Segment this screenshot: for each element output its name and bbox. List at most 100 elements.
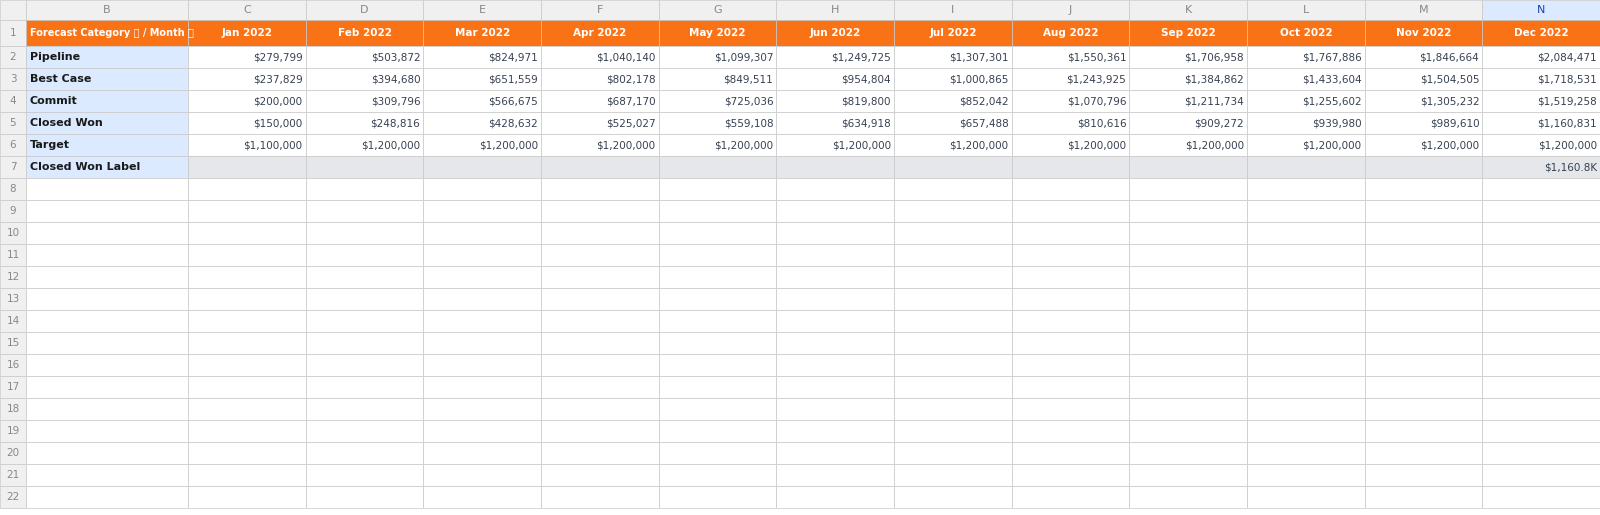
Text: Nov 2022: Nov 2022 bbox=[1395, 28, 1451, 38]
Bar bbox=[0, 354, 26, 376]
Bar bbox=[0, 200, 26, 222]
Text: Commit: Commit bbox=[30, 96, 78, 106]
Text: D: D bbox=[360, 5, 368, 15]
Bar bbox=[189, 222, 306, 244]
Bar bbox=[1011, 464, 1130, 486]
Bar bbox=[776, 486, 894, 508]
Bar bbox=[1130, 288, 1246, 310]
Bar bbox=[541, 310, 659, 332]
Text: Jul 2022: Jul 2022 bbox=[930, 28, 976, 38]
Bar bbox=[0, 376, 26, 398]
Bar bbox=[1011, 112, 1130, 134]
Text: F: F bbox=[597, 5, 603, 15]
Bar bbox=[1130, 46, 1246, 68]
Bar bbox=[776, 354, 894, 376]
Text: Closed Won: Closed Won bbox=[30, 118, 102, 128]
Bar bbox=[1246, 222, 1365, 244]
Text: $849,511: $849,511 bbox=[723, 74, 773, 84]
Bar bbox=[659, 68, 776, 90]
Text: $1,211,734: $1,211,734 bbox=[1184, 96, 1245, 106]
Bar bbox=[659, 178, 776, 200]
Text: $1,200,000: $1,200,000 bbox=[832, 140, 891, 150]
Text: $1,255,602: $1,255,602 bbox=[1302, 96, 1362, 106]
Text: 17: 17 bbox=[6, 382, 19, 392]
Text: 22: 22 bbox=[6, 492, 19, 502]
Bar bbox=[1365, 354, 1482, 376]
Bar bbox=[1011, 222, 1130, 244]
Bar bbox=[1011, 90, 1130, 112]
Bar bbox=[1130, 376, 1246, 398]
Text: $394,680: $394,680 bbox=[371, 74, 421, 84]
Bar bbox=[306, 20, 424, 46]
Bar bbox=[26, 156, 189, 178]
Bar bbox=[306, 266, 424, 288]
Text: L: L bbox=[1302, 5, 1309, 15]
Text: 10: 10 bbox=[6, 228, 19, 238]
Text: 7: 7 bbox=[10, 162, 16, 172]
Bar bbox=[541, 112, 659, 134]
Bar bbox=[776, 178, 894, 200]
Text: $1,070,796: $1,070,796 bbox=[1067, 96, 1126, 106]
Bar bbox=[541, 68, 659, 90]
Bar bbox=[424, 68, 541, 90]
Text: $248,816: $248,816 bbox=[371, 118, 421, 128]
Text: $1,200,000: $1,200,000 bbox=[1186, 140, 1245, 150]
Bar bbox=[0, 90, 26, 112]
Text: $1,200,000: $1,200,000 bbox=[949, 140, 1008, 150]
Bar bbox=[424, 266, 541, 288]
Text: $939,980: $939,980 bbox=[1312, 118, 1362, 128]
Bar bbox=[1246, 486, 1365, 508]
Bar bbox=[424, 46, 541, 68]
Bar bbox=[659, 90, 776, 112]
Bar bbox=[0, 442, 26, 464]
Bar bbox=[1130, 486, 1246, 508]
Bar bbox=[1482, 244, 1600, 266]
Bar bbox=[424, 134, 541, 156]
Text: 15: 15 bbox=[6, 338, 19, 348]
Bar bbox=[306, 222, 424, 244]
Bar bbox=[0, 486, 26, 508]
Bar bbox=[1246, 178, 1365, 200]
Bar bbox=[424, 310, 541, 332]
Text: $1,519,258: $1,519,258 bbox=[1538, 96, 1597, 106]
Bar bbox=[0, 244, 26, 266]
Bar bbox=[189, 310, 306, 332]
Bar bbox=[659, 288, 776, 310]
Bar bbox=[1130, 354, 1246, 376]
Bar bbox=[894, 288, 1011, 310]
Text: 2: 2 bbox=[10, 52, 16, 62]
Text: Jun 2022: Jun 2022 bbox=[810, 28, 861, 38]
Bar bbox=[26, 112, 189, 134]
Bar bbox=[1246, 244, 1365, 266]
Bar bbox=[894, 90, 1011, 112]
Bar bbox=[1246, 420, 1365, 442]
Text: $909,272: $909,272 bbox=[1194, 118, 1245, 128]
Bar bbox=[306, 68, 424, 90]
Bar bbox=[26, 288, 189, 310]
Bar bbox=[1482, 222, 1600, 244]
Bar bbox=[776, 112, 894, 134]
Bar bbox=[1482, 266, 1600, 288]
Bar bbox=[1130, 156, 1246, 178]
Bar bbox=[659, 134, 776, 156]
Bar bbox=[1130, 442, 1246, 464]
Bar bbox=[189, 134, 306, 156]
Bar bbox=[1011, 200, 1130, 222]
Bar bbox=[1011, 310, 1130, 332]
Bar bbox=[1365, 112, 1482, 134]
Text: $1,249,725: $1,249,725 bbox=[832, 52, 891, 62]
Bar bbox=[0, 68, 26, 90]
Bar bbox=[1482, 112, 1600, 134]
Text: Aug 2022: Aug 2022 bbox=[1043, 28, 1098, 38]
Bar bbox=[0, 266, 26, 288]
Text: Pipeline: Pipeline bbox=[30, 52, 80, 62]
Bar bbox=[1246, 266, 1365, 288]
Text: $1,767,886: $1,767,886 bbox=[1302, 52, 1362, 62]
Bar bbox=[1130, 244, 1246, 266]
Bar bbox=[26, 20, 189, 46]
Bar bbox=[776, 288, 894, 310]
Bar bbox=[1365, 178, 1482, 200]
Bar bbox=[1246, 332, 1365, 354]
Bar bbox=[1130, 222, 1246, 244]
Bar bbox=[894, 46, 1011, 68]
